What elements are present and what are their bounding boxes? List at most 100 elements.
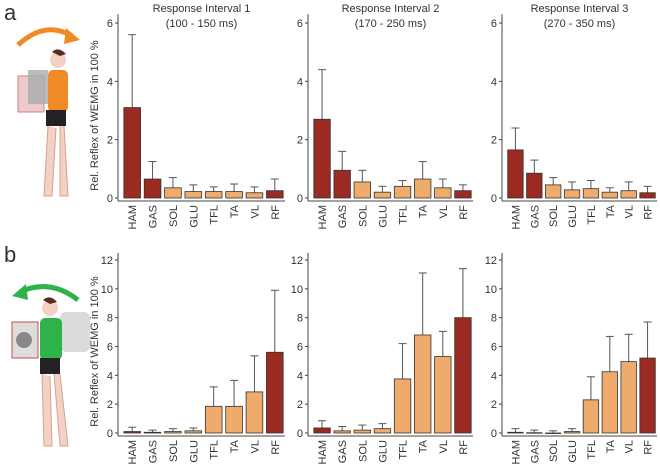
x-tick-label: TA xyxy=(605,204,617,218)
panel-label-b: b xyxy=(4,242,16,267)
x-tick-label: RF xyxy=(643,205,655,220)
x-tick-label: GLU xyxy=(377,205,389,228)
bar-glu xyxy=(184,430,203,434)
bar-glu xyxy=(563,431,581,434)
x-tick-label: GLU xyxy=(567,205,579,228)
y-tick-label: 12 xyxy=(291,255,303,267)
x-tick-label: TA xyxy=(229,204,241,218)
y-tick-label: 0 xyxy=(491,193,497,205)
bar-sol xyxy=(353,429,371,434)
chart-subtitle: (100 - 150 ms) xyxy=(166,18,238,30)
y-tick-label: 8 xyxy=(491,313,497,325)
x-tick-label: TA xyxy=(229,439,241,453)
bar-vl xyxy=(620,190,637,199)
bar-ta xyxy=(225,191,243,199)
x-tick-label: SOL xyxy=(357,440,369,462)
y-tick-label: 6 xyxy=(491,342,497,354)
x-tick-label: VL xyxy=(438,440,450,453)
y-tick-label: 2 xyxy=(107,135,113,147)
bar-ham xyxy=(123,107,141,199)
bar-glu xyxy=(373,428,392,434)
chart-subtitle: (270 - 350 ms) xyxy=(544,18,616,30)
x-tick-label: GAS xyxy=(148,205,160,228)
y-tick-label: 2 xyxy=(491,399,497,411)
y-tick-label: 6 xyxy=(107,18,113,30)
x-tick-label: HAM xyxy=(317,205,329,229)
x-tick-label: HAM xyxy=(510,205,522,229)
bar-rf xyxy=(454,190,472,199)
y-tick-label: 0 xyxy=(491,428,497,440)
bar-tfl xyxy=(393,378,412,434)
bar-tfl xyxy=(204,405,223,434)
bar-rf xyxy=(639,357,656,434)
x-tick-label: TA xyxy=(418,204,430,218)
chart-panel-b-2: 0 2 4 6 8 10 12 HAM GAS SOL GLU TFL TA VL RF xyxy=(291,252,473,464)
bar-gas xyxy=(333,430,351,434)
chart-title: Response Interval 3 xyxy=(531,3,629,15)
y-tick-label: 4 xyxy=(297,76,303,88)
bar-ta xyxy=(601,191,618,199)
bar-sol xyxy=(164,187,182,199)
bar-glu xyxy=(563,189,581,199)
x-tick-label: HAM xyxy=(317,440,329,464)
y-tick-label: 2 xyxy=(107,399,113,411)
bar-sol xyxy=(545,184,562,199)
bar-ta xyxy=(414,334,432,434)
chart-panel-a-2: 0 2 4 6 Response Interval 2 (170 - 250 ms) HAM… xyxy=(297,3,473,229)
chart-panel-a-3: 0 2 4 6 Response Interval 3 (270 - 350 ms) HAM… xyxy=(491,3,657,229)
bar-vl xyxy=(245,391,264,434)
y-tick-label: 4 xyxy=(491,370,497,382)
chart-panel-b-3: 0 2 4 6 8 10 12 HAM GAS SOL GLU TFL TA VL RF xyxy=(485,252,657,464)
y-tick-label: 4 xyxy=(107,76,113,88)
illustration-perturbation-backward xyxy=(16,27,80,197)
bar-ta xyxy=(601,371,618,434)
bar-glu xyxy=(184,191,203,199)
y-tick-label: 10 xyxy=(485,284,497,296)
bar-ham xyxy=(123,431,141,434)
x-tick-label: SOL xyxy=(548,440,560,462)
x-tick-label: TA xyxy=(418,439,430,453)
y-tick-label: 6 xyxy=(107,342,113,354)
x-tick-label: RF xyxy=(458,440,470,455)
bar-vl xyxy=(245,192,264,199)
bar-rf xyxy=(639,192,656,199)
y-tick-label: 6 xyxy=(297,342,303,354)
bar-tfl xyxy=(582,188,600,199)
x-tick-label: GAS xyxy=(148,440,160,463)
x-tick-label: HAM xyxy=(127,205,139,229)
y-tick-label: 0 xyxy=(297,428,303,440)
x-tick-label: GLU xyxy=(188,205,200,228)
bar-tfl xyxy=(204,191,223,199)
x-tick-label: TFL xyxy=(209,440,221,460)
panel-label-a: a xyxy=(4,0,17,25)
bar-gas xyxy=(526,432,543,434)
bar-sol xyxy=(164,431,182,434)
y-tick-label: 10 xyxy=(101,284,113,296)
y-tick-label: 8 xyxy=(297,313,303,325)
x-tick-label: SOL xyxy=(168,205,180,227)
bar-rf xyxy=(454,317,472,434)
y-axis-label: Rel. Reflex of WEMG in 100 % xyxy=(89,40,101,191)
bar-gas xyxy=(143,431,162,434)
bar-tfl xyxy=(582,399,600,434)
chart-panel-a-1: 0 2 4 6 Rel. Reflex of WEMG in 100 % Response… xyxy=(89,3,285,229)
x-tick-label: GAS xyxy=(529,440,541,463)
bar-rf xyxy=(266,190,284,199)
chart-subtitle: (170 - 250 ms) xyxy=(355,18,427,30)
bar-gas xyxy=(333,169,351,199)
x-tick-label: RF xyxy=(270,440,282,455)
chart-title: Response Interval 2 xyxy=(342,3,440,15)
bar-sol xyxy=(545,432,562,434)
y-tick-label: 4 xyxy=(491,76,497,88)
bar-vl xyxy=(620,361,637,434)
x-tick-label: HAM xyxy=(510,440,522,464)
bar-ham xyxy=(313,427,331,434)
x-tick-label: VL xyxy=(249,440,261,453)
y-tick-label: 2 xyxy=(297,399,303,411)
x-tick-label: GAS xyxy=(337,440,349,463)
bar-gas xyxy=(526,172,543,199)
x-tick-label: SOL xyxy=(168,440,180,462)
bar-vl xyxy=(434,187,452,199)
x-tick-label: SOL xyxy=(357,205,369,227)
